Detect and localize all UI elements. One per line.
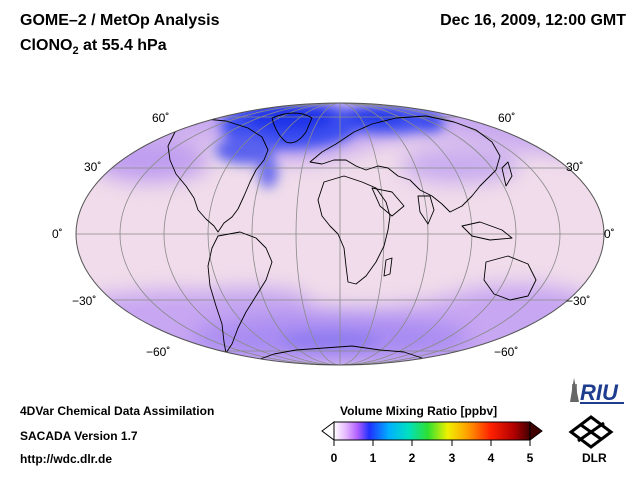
coastline-madagascar	[383, 257, 393, 277]
colorbar-tick-1: 1	[369, 451, 377, 465]
lat-label-left-60s: −60˚	[146, 345, 171, 359]
analysis-datetime: Dec 16, 2009, 12:00 GMT	[440, 12, 626, 29]
coastline-japan	[501, 161, 513, 187]
coastline-greenland	[271, 112, 313, 144]
species-label: ClONO2 at 55.4 hPa	[20, 37, 167, 57]
dlr-label: DLR	[582, 451, 607, 465]
lat-label-left-0: 0˚	[52, 227, 63, 241]
colorbar-over-arrow	[529, 421, 543, 441]
coastline-africa	[317, 175, 391, 285]
lat-label-right-0: 0˚	[604, 227, 615, 241]
pressure-level: at 55.4 hPa	[78, 37, 167, 54]
footer-assimilation: 4DVar Chemical Data Assimilation	[20, 404, 215, 418]
colorbar-tick-4: 4	[487, 451, 495, 465]
graticule	[76, 103, 604, 365]
lat-label-right-60n: 60˚	[498, 111, 516, 125]
colorbar-tick-3: 3	[448, 451, 456, 465]
colorbar-title: Volume Mixing Ratio [ppbv]	[340, 404, 498, 418]
lat-label-left-60n: 60˚	[152, 111, 170, 125]
map-title: GOME–2 / MetOp Analysis	[20, 12, 220, 29]
colorbar-under-arrow	[321, 421, 335, 441]
footer-version: SACADA Version 1.7	[20, 429, 138, 443]
footer-url: http://wdc.dlr.de	[20, 452, 112, 466]
lat-label-right-30n: 30˚	[566, 160, 584, 174]
coastline-europe-asia	[309, 115, 501, 213]
coastline-india	[417, 195, 435, 225]
svg-text:RIU: RIU	[580, 380, 619, 405]
dlr-logo-icon	[568, 415, 614, 449]
colorbar	[321, 421, 543, 446]
coastline-australia	[483, 255, 537, 301]
riu-logo: RIU	[570, 378, 624, 405]
coastline-arabia	[371, 187, 405, 217]
colorbar-tick-2: 2	[408, 451, 416, 465]
lat-label-left-30s: −30˚	[72, 294, 97, 308]
colorbar-tick-0: 0	[330, 451, 338, 465]
species-name: ClONO	[20, 37, 73, 54]
species-subscript: 2	[72, 45, 79, 58]
lat-label-right-30s: −30˚	[566, 294, 591, 308]
coastline-south-america	[207, 231, 273, 354]
coastline-indonesia	[461, 221, 513, 241]
coastline-north-america	[167, 118, 269, 233]
colorbar-gradient	[333, 421, 531, 441]
lat-label-left-30n: 30˚	[84, 160, 102, 174]
lat-label-right-60s: −60˚	[494, 345, 519, 359]
map-border	[75, 102, 605, 366]
colorbar-tick-5: 5	[526, 451, 534, 465]
